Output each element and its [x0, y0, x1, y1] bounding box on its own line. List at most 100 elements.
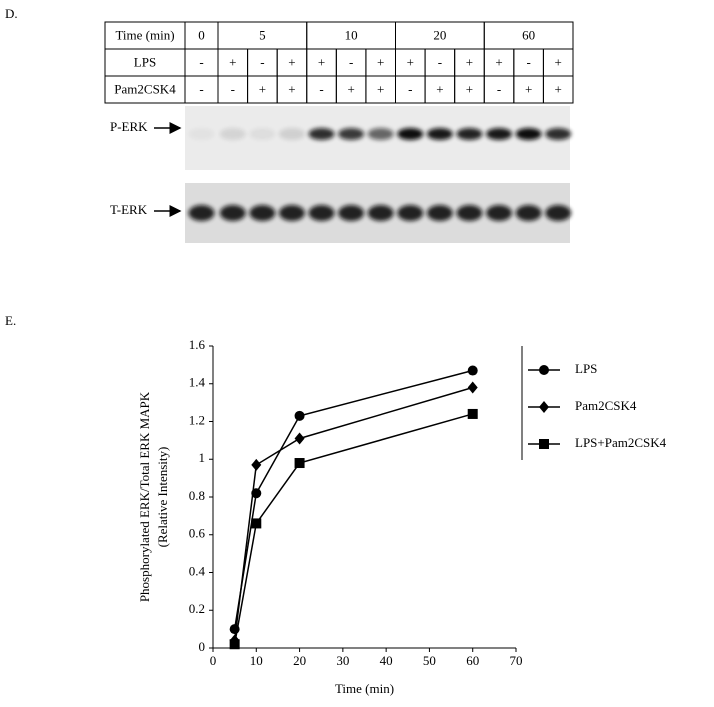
treatment-cell: - — [231, 81, 235, 96]
band — [426, 128, 453, 140]
treatment-cell: + — [288, 81, 295, 96]
y-tick-label: 0 — [199, 639, 206, 654]
treatment-cell: + — [318, 54, 325, 69]
legend-label: LPS+Pam2CSK4 — [575, 435, 667, 450]
band — [367, 128, 394, 140]
band — [456, 128, 483, 140]
legend-marker — [539, 401, 549, 413]
marker — [251, 518, 262, 529]
treatment-cell: + — [229, 54, 236, 69]
row-header: Pam2CSK4 — [114, 81, 176, 96]
treatment-cell: + — [407, 54, 414, 69]
treatment-cell: - — [408, 81, 412, 96]
marker — [294, 410, 305, 421]
x-tick-label: 60 — [466, 653, 479, 668]
treatment-cell: - — [526, 54, 530, 69]
treatment-cell: + — [495, 54, 502, 69]
band — [367, 205, 394, 221]
legend-marker — [539, 439, 549, 449]
band — [545, 205, 572, 221]
band — [308, 128, 335, 140]
band — [308, 205, 335, 221]
row-header: LPS — [134, 54, 156, 69]
y-tick-label: 1 — [199, 450, 206, 465]
band — [249, 205, 276, 221]
x-tick-label: 10 — [250, 653, 263, 668]
y-tick-label: 1.2 — [189, 412, 205, 427]
treatment-cell: - — [319, 81, 323, 96]
x-tick-label: 50 — [423, 653, 436, 668]
band — [188, 205, 215, 221]
band — [278, 128, 305, 140]
blot-label: P-ERK — [110, 119, 148, 134]
y-axis-label: Phosphorylated ERK/Total ERK MAPK — [137, 391, 152, 602]
time-cell: 60 — [522, 27, 535, 42]
legend-label: LPS — [575, 361, 597, 376]
marker — [294, 458, 305, 469]
time-cell: 5 — [259, 27, 266, 42]
band — [486, 205, 513, 221]
marker — [229, 639, 240, 650]
band — [456, 205, 483, 221]
series-line — [233, 386, 473, 641]
band — [545, 128, 572, 140]
legend-label: Pam2CSK4 — [575, 398, 637, 413]
y-tick-label: 0.6 — [189, 526, 206, 541]
marker — [251, 458, 262, 471]
y-axis-label: (Relative Intensity) — [155, 447, 170, 548]
treatment-cell: + — [259, 81, 266, 96]
band — [338, 128, 365, 140]
legend-marker — [539, 365, 549, 375]
treatment-cell: + — [347, 81, 354, 96]
band — [397, 205, 424, 221]
treatment-cell: + — [555, 54, 562, 69]
treatment-cell: - — [349, 54, 353, 69]
treatment-cell: + — [466, 54, 473, 69]
y-tick-label: 0.2 — [189, 601, 205, 616]
y-tick-label: 0.8 — [189, 488, 205, 503]
treatment-cell: + — [525, 81, 532, 96]
time-cell: 10 — [345, 27, 358, 42]
treatment-cell: - — [497, 81, 501, 96]
treatment-cell: + — [377, 81, 384, 96]
x-tick-label: 70 — [510, 653, 523, 668]
time-cell: 0 — [198, 27, 205, 42]
treatment-cell: - — [199, 81, 203, 96]
x-tick-label: 30 — [336, 653, 349, 668]
treatment-cell: + — [555, 81, 562, 96]
treatment-cell: - — [199, 54, 203, 69]
treatment-cell: - — [438, 54, 442, 69]
x-tick-label: 0 — [210, 653, 217, 668]
x-axis-label: Time (min) — [335, 681, 394, 696]
time-cell: 20 — [433, 27, 446, 42]
row-header: Time (min) — [115, 27, 174, 42]
band — [486, 128, 513, 140]
band — [188, 128, 215, 140]
table-cell — [542, 75, 574, 104]
band — [515, 205, 542, 221]
y-tick-label: 1.6 — [189, 337, 206, 352]
treatment-cell: + — [377, 54, 384, 69]
band — [219, 128, 246, 140]
band — [426, 205, 453, 221]
band — [219, 205, 246, 221]
series-line — [233, 413, 473, 645]
panel-label: D. — [5, 6, 18, 21]
series-line — [233, 369, 473, 630]
y-tick-label: 1.4 — [189, 375, 206, 390]
band — [249, 128, 276, 140]
band — [515, 128, 542, 140]
x-tick-label: 20 — [293, 653, 306, 668]
marker — [467, 365, 478, 376]
marker — [294, 432, 305, 445]
band — [278, 205, 305, 221]
y-tick-label: 0.4 — [189, 563, 206, 578]
x-tick-label: 40 — [380, 653, 393, 668]
marker — [467, 408, 478, 419]
panel-label: E. — [5, 313, 16, 328]
band — [397, 128, 424, 140]
treatment-cell: + — [466, 81, 473, 96]
blot-label: T-ERK — [110, 202, 148, 217]
treatment-cell: + — [436, 81, 443, 96]
